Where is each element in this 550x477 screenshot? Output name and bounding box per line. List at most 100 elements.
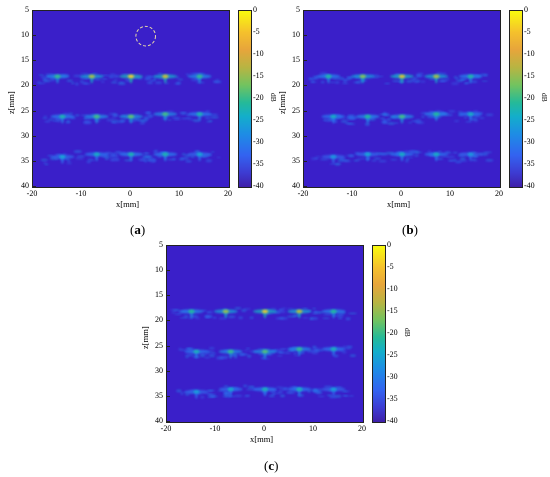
- speckle: [112, 157, 120, 161]
- heatmap-image: [37, 25, 222, 166]
- y-tick-mark: [33, 85, 36, 87]
- speckle: [279, 317, 288, 320]
- speckle: [117, 82, 127, 85]
- y-tick-mark: [304, 110, 307, 112]
- speckle: [185, 354, 194, 357]
- speckle: [139, 122, 145, 125]
- speckle: [113, 115, 119, 117]
- speckle: [139, 159, 147, 162]
- speckle: [140, 119, 148, 123]
- speckle: [179, 317, 189, 319]
- x-axis-label: x[mm]: [116, 199, 140, 209]
- scatterer-11: [50, 154, 75, 164]
- scatterer-8: [390, 114, 414, 124]
- y-tick-mark: [33, 60, 36, 62]
- scatterer-10: [458, 112, 483, 122]
- y-tick-mark: [167, 345, 170, 347]
- speckle: [73, 74, 82, 77]
- scatterer-3: [390, 74, 414, 84]
- speckle: [211, 352, 216, 355]
- speckle: [83, 120, 92, 124]
- speckle: [313, 75, 318, 79]
- core: [127, 114, 135, 119]
- speckle: [341, 159, 350, 162]
- speckle: [310, 388, 318, 392]
- speckle: [408, 122, 412, 124]
- speckle: [42, 161, 47, 164]
- colorbar: [372, 245, 386, 423]
- speckle: [108, 113, 116, 116]
- scatterer-10: [187, 112, 212, 122]
- speckle: [344, 348, 352, 350]
- speckle: [364, 122, 370, 126]
- speckle: [178, 348, 182, 351]
- speckle: [329, 81, 336, 83]
- speckle: [293, 352, 298, 355]
- speckle: [144, 152, 149, 155]
- speckle: [185, 347, 192, 350]
- speckle: [268, 395, 275, 397]
- speckle: [479, 117, 485, 119]
- colorbar-tick-label: -40: [524, 181, 535, 190]
- speckle: [110, 73, 116, 76]
- speckle: [285, 391, 293, 394]
- speckle: [342, 78, 352, 81]
- core: [162, 74, 169, 79]
- y-tick-mark: [304, 160, 307, 162]
- core: [433, 152, 440, 156]
- speckle: [38, 74, 44, 76]
- speckle: [112, 122, 119, 124]
- speckle: [307, 390, 311, 393]
- speckle: [92, 72, 98, 75]
- speckle: [80, 81, 87, 84]
- colorbar-tick-label: -5: [253, 27, 260, 36]
- colorbar-tick-label: -10: [524, 49, 535, 58]
- speckle: [247, 354, 252, 358]
- core: [227, 349, 234, 354]
- speckle: [243, 308, 251, 310]
- speckle: [337, 313, 344, 315]
- colorbar-tick-label: 0: [524, 5, 528, 14]
- speckle: [48, 118, 54, 121]
- speckle: [113, 79, 118, 81]
- core: [330, 387, 337, 391]
- speckle: [471, 158, 477, 161]
- colorbar-tick-label: -40: [253, 181, 264, 190]
- speckle: [379, 153, 387, 155]
- speckle: [208, 347, 215, 350]
- speckle: [243, 349, 250, 352]
- speckle: [441, 72, 447, 75]
- core: [330, 155, 337, 159]
- scatterer-9: [153, 112, 178, 122]
- scatterer-15: [458, 152, 483, 162]
- speckle: [349, 116, 358, 119]
- speckle: [234, 355, 238, 359]
- speckle: [337, 317, 343, 320]
- speckle: [337, 315, 344, 318]
- speckle: [223, 385, 229, 387]
- speckle: [205, 315, 209, 318]
- speckle: [110, 154, 114, 157]
- speckle: [86, 160, 91, 163]
- speckle: [180, 112, 187, 115]
- core: [330, 114, 337, 119]
- core: [162, 152, 169, 156]
- y-tick-label: 20: [21, 80, 29, 90]
- speckle: [148, 114, 154, 118]
- speckle: [380, 117, 385, 120]
- speckle: [246, 347, 250, 350]
- scatterer-5: [321, 309, 346, 319]
- speckle: [66, 162, 72, 165]
- scatterer-10: [321, 347, 346, 357]
- speckle: [485, 159, 494, 162]
- speckle: [315, 156, 321, 158]
- speckle: [341, 82, 349, 85]
- speckle: [414, 120, 422, 123]
- scatterer-13: [253, 387, 277, 397]
- speckle: [278, 308, 283, 311]
- speckle: [454, 120, 460, 122]
- speckle: [459, 78, 468, 81]
- speckle: [117, 120, 125, 123]
- y-tick-label: 30: [21, 130, 29, 140]
- speckle: [208, 351, 215, 353]
